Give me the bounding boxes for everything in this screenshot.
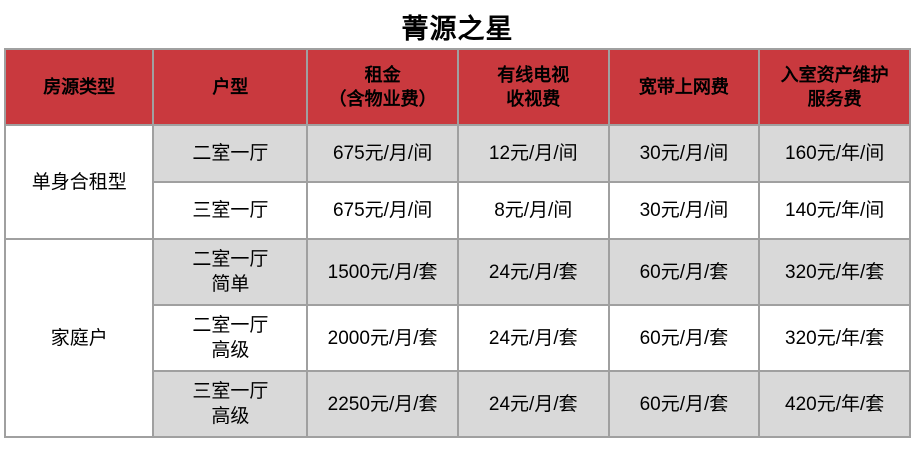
column-header-2: 租金 （含物业费） [306, 48, 459, 126]
cell-internet-fee: 30元/月/间 [607, 124, 761, 183]
cell-internet-fee: 60元/月/套 [607, 304, 761, 372]
cell-unit: 三室一厅 高级 [152, 370, 309, 438]
cell-unit: 二室一厅 简单 [152, 238, 309, 306]
table-row: 家庭户 二室一厅 简单 1500元/月/套 24元/月/套 60元/月/套 320元/年/… [3, 238, 911, 438]
cell-housing-type: 家庭户 [3, 238, 155, 438]
cell-tv-fee: 24元/月/套 [456, 370, 610, 438]
cell-maintenance-fee: 160元/年/间 [758, 124, 911, 183]
page-title: 菁源之星 [401, 14, 514, 44]
pricing-table: 房源类型 户型 租金 （含物业费） 有线电视 收视费 宽带上网费 入室资产维护 服务费 单… [3, 48, 911, 438]
column-header-3: 有线电视 收视费 [456, 48, 610, 126]
cell-maintenance-fee: 320元/年/套 [758, 238, 911, 306]
cell-tv-fee: 24元/月/套 [456, 304, 610, 372]
cell-maintenance-fee: 420元/年/套 [758, 370, 911, 438]
cell-internet-fee: 60元/月/套 [607, 238, 761, 306]
cell-rent: 2250元/月/套 [306, 370, 459, 438]
column-header-4: 宽带上网费 [607, 48, 761, 126]
cell-tv-fee: 8元/月/间 [456, 181, 610, 240]
cell-unit: 三室一厅 [152, 181, 309, 240]
column-header-0: 房源类型 [3, 48, 155, 126]
cell-internet-fee: 60元/月/套 [607, 370, 761, 438]
cell-rent: 1500元/月/套 [306, 238, 459, 306]
cell-internet-fee: 30元/月/间 [607, 181, 761, 240]
table-body: 单身合租型 二室一厅 675元/月/间 12元/月/间 30元/月/间 160元/年/间三… [3, 124, 911, 438]
cell-rent: 2000元/月/套 [306, 304, 459, 372]
cell-maintenance-fee: 320元/年/套 [758, 304, 911, 372]
cell-tv-fee: 24元/月/套 [456, 238, 610, 306]
cell-tv-fee: 12元/月/间 [456, 124, 610, 183]
cell-maintenance-fee: 140元/年/间 [758, 181, 911, 240]
column-header-1: 户型 [152, 48, 309, 126]
table-row: 三室一厅 675元/月/间 8元/月/间 30元/月/间 140元/年/间 [5, 181, 911, 240]
cell-unit: 二室一厅 [152, 124, 309, 183]
table-header: 房源类型 户型 租金 （含物业费） 有线电视 收视费 宽带上网费 入室资产维护 服务费 [3, 48, 911, 126]
table-row: 三室一厅 高级 2250元/月/套 24元/月/套 60元/月/套 420元/年/套 [5, 370, 911, 438]
header-row: 房源类型 户型 租金 （含物业费） 有线电视 收视费 宽带上网费 入室资产维护 服务费 [3, 48, 911, 126]
cell-rent: 675元/月/间 [306, 181, 459, 240]
cell-housing-type: 单身合租型 [3, 124, 155, 240]
table-row: 二室一厅 高级 2000元/月/套 24元/月/套 60元/月/套 320元/年/套 [5, 304, 911, 372]
column-header-5: 入室资产维护 服务费 [758, 48, 911, 126]
table-row: 单身合租型 二室一厅 675元/月/间 12元/月/间 30元/月/间 160元/年/间 [3, 124, 911, 240]
cell-rent: 675元/月/间 [306, 124, 459, 183]
cell-unit: 二室一厅 高级 [152, 304, 309, 372]
